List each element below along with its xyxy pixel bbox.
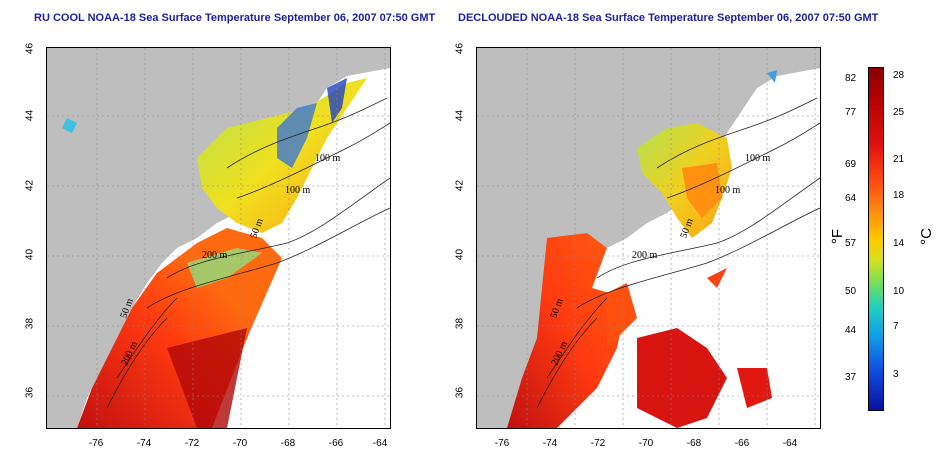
y-tick-label: 36 [454,386,466,399]
x-tick-label: -66 [734,438,750,449]
left-map-title: RU COOL NOAA-18 Sea Surface Temperature … [34,12,436,24]
x-tick-label: -64 [782,438,798,449]
colorbar-f-label: 57 [845,238,857,249]
colorbar-c-label: 21 [893,154,905,165]
contour-label: 100 m [715,185,741,196]
contour-label: 100 m [285,185,311,196]
x-tick-label: -64 [372,438,388,449]
colorbar-f-label: 44 [845,325,857,336]
x-tick-label: -66 [328,438,344,449]
colorbar-f-label: 64 [845,193,857,204]
x-tick-label: -74 [136,438,152,449]
y-tick-label: 46 [24,42,36,55]
y-tick-label: 38 [454,317,466,330]
colorbar-c-label: 18 [893,190,905,201]
left-sst-map: 100 m 100 m 50 m 200 m 50 m 200 m [46,47,391,429]
contour-label: 100 m [745,153,771,164]
colorbar-c-label: 14 [893,238,905,249]
open-water [207,68,390,428]
colorbar-f-label: 37 [845,372,857,383]
x-tick-label: -70 [232,438,248,449]
y-tick-label: 38 [24,317,36,330]
y-tick-label: 40 [24,248,36,261]
colorbar-c-label: 25 [893,107,905,118]
colorbar-f-label: 69 [845,159,857,170]
x-tick-label: -72 [590,438,606,449]
x-tick-label: -68 [280,438,296,449]
celsius-unit-label: °C [917,228,935,245]
colorbar-f-label: 82 [845,73,857,84]
warm-water [507,233,627,428]
temperature-colorbar [868,67,884,411]
y-tick-label: 42 [454,179,466,192]
land-mass [47,48,390,428]
colorbar-c-label: 7 [893,321,899,332]
right-sst-map: 100 m 100 m 50 m 200 m 50 m 200 m [476,47,821,429]
colorbar-f-label: 50 [845,286,857,297]
contour-label: 200 m [202,250,228,261]
y-tick-label: 42 [24,179,36,192]
fahrenheit-unit-label: °F [829,228,847,245]
y-tick-label: 40 [454,248,466,261]
contour-label: 200 m [632,250,658,261]
x-tick-label: -68 [686,438,702,449]
y-tick-label: 36 [24,386,36,399]
colorbar-c-label: 10 [893,286,905,297]
x-tick-label: -74 [542,438,558,449]
y-tick-label: 46 [454,42,466,55]
colorbar-c-label: 28 [893,70,905,81]
y-tick-label: 44 [24,109,36,122]
right-map-title: DECLOUDED NOAA-18 Sea Surface Temperatur… [458,12,879,24]
x-tick-label: -76 [88,438,104,449]
colorbar-f-label: 77 [845,107,857,118]
x-tick-label: -72 [184,438,200,449]
x-tick-label: -70 [638,438,654,449]
land-mass [477,48,820,428]
contour-label: 100 m [315,153,341,164]
x-tick-label: -76 [494,438,510,449]
colorbar-c-label: 3 [893,369,899,380]
y-tick-label: 44 [454,109,466,122]
